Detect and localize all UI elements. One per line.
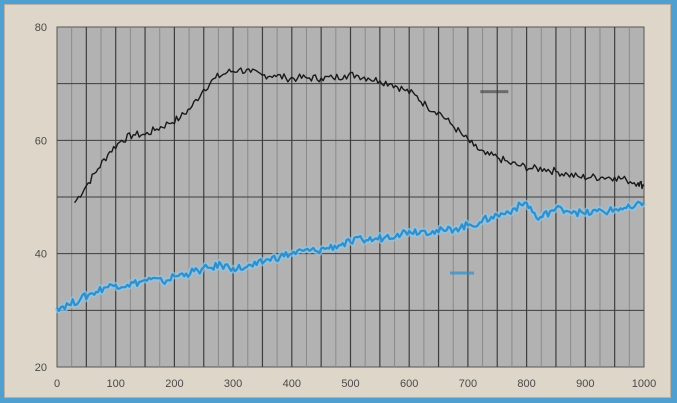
x-tick-label: 400 [283, 378, 301, 390]
y-tick-label: 60 [35, 135, 47, 147]
x-tick-label: 1000 [632, 378, 656, 390]
x-tick-label: 900 [576, 378, 594, 390]
x-tick-label: 200 [165, 378, 183, 390]
series-line [56, 200, 645, 312]
y-tick-label: 40 [35, 249, 47, 261]
y-tick-label: 20 [35, 362, 47, 374]
series-label-mark [450, 271, 475, 275]
x-tick-label: 300 [224, 378, 242, 390]
x-tick-label: 0 [54, 378, 60, 390]
series-label-mark [480, 90, 509, 94]
x-tick-label: 600 [400, 378, 418, 390]
y-tick-label: 80 [35, 22, 47, 34]
chart-frame: 0 100 200 300 400 500 600 700 800 900 1000 20 40 60 80 [4, 4, 671, 398]
x-tick-label: 500 [341, 378, 359, 390]
x-tick-label: 800 [517, 378, 535, 390]
x-tick-label: 700 [459, 378, 477, 390]
series-line [74, 67, 645, 204]
line-chart: 0 100 200 300 400 500 600 700 800 900 1000 20 40 60 80 [35, 22, 656, 390]
x-tick-label: 100 [107, 378, 125, 390]
